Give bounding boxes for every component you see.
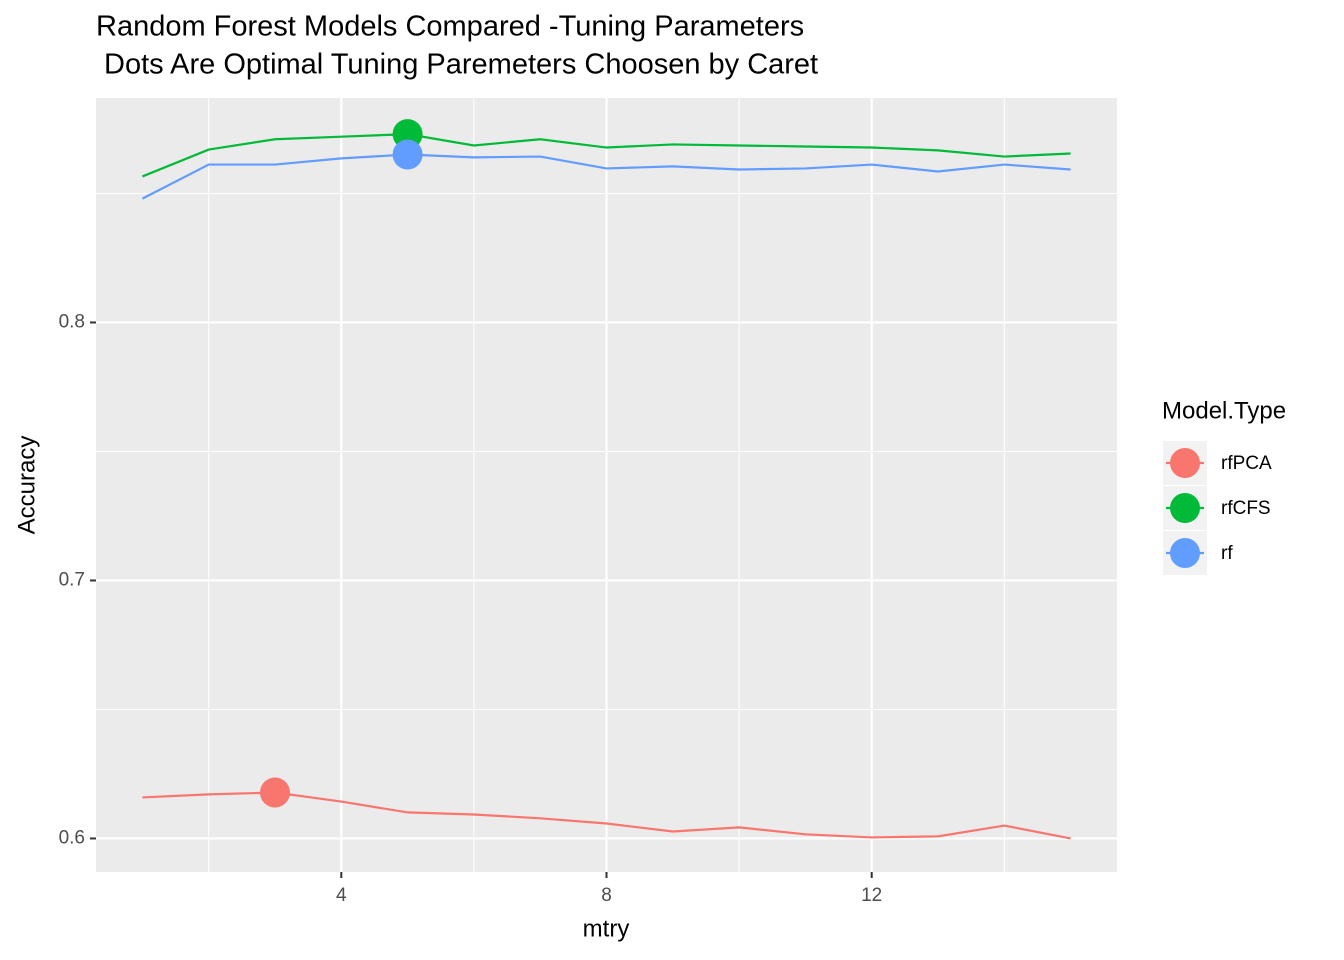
chart-subtitle: Dots Are Optimal Tuning Paremeters Choos… — [96, 49, 818, 81]
legend-title: Model.Type — [1162, 397, 1286, 424]
series-line — [141, 133, 1071, 178]
x-tick-label: 12 — [861, 885, 882, 906]
legend-label: rf — [1221, 543, 1233, 564]
legend-key-dot — [1170, 538, 1200, 568]
chart-title: Random Forest Models Compared -Tuning Pa… — [96, 11, 804, 43]
legend-key-dot — [1170, 493, 1200, 523]
x-tick-label: 4 — [336, 885, 347, 906]
series-line — [142, 791, 1071, 840]
x-tick-label: 8 — [601, 885, 612, 906]
legend-label: rfPCA — [1221, 453, 1272, 474]
y-tick-label: 0.6 — [59, 827, 85, 848]
series-line — [141, 153, 1071, 200]
optimal-point — [392, 139, 423, 170]
x-axis-label: mtry — [583, 915, 630, 942]
legend-label: rfCFS — [1221, 498, 1271, 519]
optimal-point — [260, 777, 291, 808]
y-tick-label: 0.8 — [59, 311, 85, 332]
y-tick-label: 0.7 — [59, 569, 85, 590]
y-axis-label: Accuracy — [13, 436, 40, 535]
legend-key-dot — [1170, 448, 1200, 478]
